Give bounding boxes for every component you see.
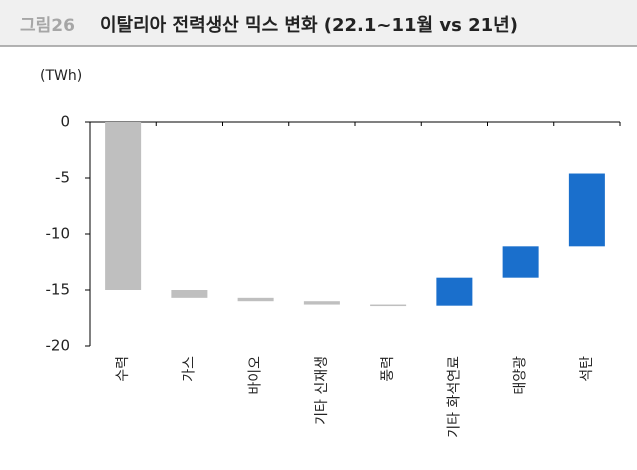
x-tick-label: 태양광 bbox=[513, 356, 529, 395]
x-tick-label: 기타 신재생 bbox=[314, 356, 330, 425]
unit-label: (TWh) bbox=[40, 68, 82, 84]
y-tick-label: -15 bbox=[46, 281, 71, 299]
y-tick-label: -5 bbox=[55, 169, 70, 187]
y-tick-label: -10 bbox=[46, 225, 71, 243]
figure-label: 그림26 bbox=[20, 16, 75, 36]
bar bbox=[436, 277, 473, 306]
bar bbox=[105, 122, 142, 290]
bar bbox=[568, 173, 605, 247]
bar bbox=[303, 301, 340, 305]
y-tick-label: 0 bbox=[60, 113, 70, 131]
bar bbox=[171, 290, 208, 298]
x-tick-label: 기타 화석연료 bbox=[446, 356, 462, 438]
x-tick-label: 수력 bbox=[115, 356, 131, 382]
x-tick-label: 가스 bbox=[181, 356, 197, 382]
y-tick-label: -20 bbox=[46, 337, 71, 355]
header-band bbox=[0, 0, 637, 46]
bar bbox=[237, 297, 274, 302]
bar bbox=[370, 304, 407, 307]
x-tick-label: 바이오 bbox=[248, 356, 264, 395]
bar bbox=[502, 246, 539, 278]
x-tick-label: 풍력 bbox=[380, 356, 396, 382]
chart-title: 이탈리아 전력생산 믹스 변화 (22.1~11월 vs 21년) bbox=[100, 15, 518, 36]
x-tick-label: 석탄 bbox=[579, 356, 595, 382]
